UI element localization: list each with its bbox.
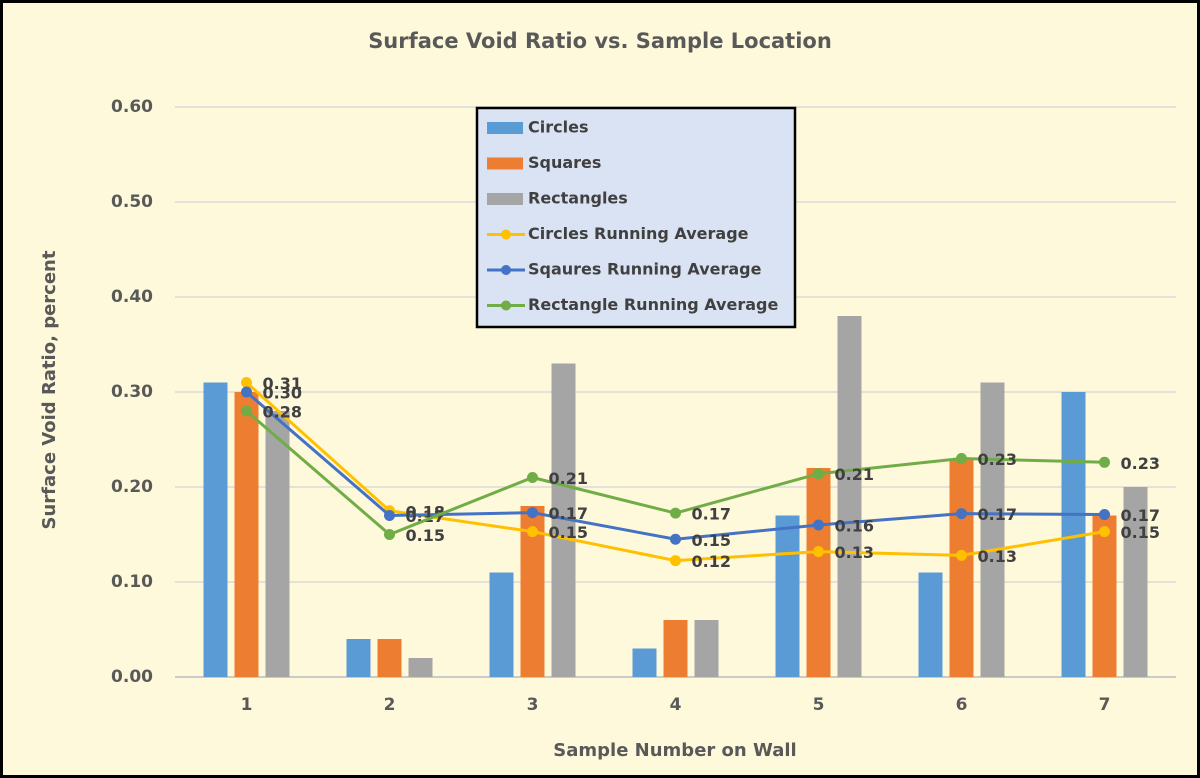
legend-swatch [487, 157, 523, 170]
x-tick-label: 4 [670, 695, 682, 715]
line-marker [384, 510, 395, 521]
line-marker [1099, 526, 1110, 538]
legend-swatch [501, 265, 511, 275]
bar [949, 458, 974, 677]
data-label: 0.17 [692, 505, 731, 524]
bar [632, 648, 657, 677]
data-label: 0.21 [549, 469, 588, 488]
x-tick-label: 5 [813, 695, 825, 715]
x-tick-label: 1 [241, 695, 253, 715]
bar [489, 572, 514, 677]
data-label: 0.15 [1121, 523, 1160, 542]
line-marker [527, 507, 538, 519]
line-marker [813, 468, 824, 480]
bars [203, 316, 1148, 677]
line-marker [527, 472, 538, 483]
x-tick-label: 2 [384, 695, 396, 715]
line-marker [241, 386, 252, 398]
line-marker [1099, 509, 1110, 521]
legend: Circles Squares Rectangles Circles Running … [475, 106, 797, 329]
bar [694, 620, 719, 677]
x-tick-label: 6 [956, 695, 968, 715]
bar [806, 468, 831, 677]
bar [1092, 515, 1117, 677]
x-tick-label: 3 [527, 695, 539, 715]
data-label: 0.13 [835, 543, 874, 562]
data-label: 0.15 [406, 526, 445, 545]
line-marker [956, 549, 967, 561]
line-marker [670, 507, 681, 519]
bar [346, 639, 371, 677]
bar [918, 572, 943, 677]
data-label: 0.17 [549, 504, 588, 523]
line-marker [956, 453, 967, 464]
legend-label: Squares [528, 153, 601, 172]
x-axis-label: Sample Number on Wall [553, 740, 796, 761]
line-marker [241, 377, 252, 388]
line-marker [384, 529, 395, 540]
data-label: 0.17 [1121, 506, 1160, 525]
line-marker [813, 519, 824, 531]
y-tick-label: 0.20 [111, 477, 153, 497]
bar [408, 658, 433, 677]
bar [663, 620, 688, 677]
bar [377, 639, 402, 677]
bar [203, 382, 228, 677]
y-tick-label: 0.10 [111, 572, 153, 592]
line-marker [956, 508, 967, 520]
line-marker [670, 533, 681, 545]
line-marker [1099, 456, 1110, 468]
y-tick-label: 0.50 [111, 192, 153, 212]
lines: 0.310.180.150.12 0.13 0.130.150.300.17 0.17… [241, 374, 1160, 571]
legend-label: Rectangles [528, 189, 628, 208]
legend-label: Circles Running Average [528, 224, 749, 243]
data-label: 0.15 [549, 523, 588, 542]
bar [1123, 487, 1148, 677]
line-marker [670, 555, 681, 567]
data-label: 0.28 [263, 403, 302, 422]
data-label: 0.17 [978, 505, 1017, 524]
legend-swatch [487, 193, 523, 205]
data-label: 0.31 [263, 374, 302, 393]
bar [775, 515, 800, 677]
line-marker [527, 526, 538, 538]
legend-box [475, 106, 797, 329]
data-label: 0.13 [978, 547, 1017, 566]
legend-swatch [487, 122, 523, 134]
y-axis-label: Surface Void Ratio, percent [39, 250, 60, 529]
data-label: 0.16 [835, 517, 874, 536]
legend-swatch [501, 229, 511, 240]
data-label: 0.17 [406, 507, 445, 526]
legend-label: Circles [528, 118, 588, 137]
y-tick-label: 0.00 [111, 667, 153, 687]
grid: 0.00 0.10 0.20 0.30 0.40 0.50 0.60 1 2 3 4 5 6 7 [111, 97, 1176, 715]
bar [980, 382, 1005, 677]
data-label: 0.23 [1121, 454, 1160, 473]
line-marker [813, 546, 824, 558]
legend-label: Sqaures Running Average [528, 260, 762, 279]
data-label: 0.12 [692, 552, 731, 571]
line-marker [241, 405, 252, 417]
y-tick-label: 0.40 [111, 287, 153, 307]
legend-label: Rectangle Running Average [528, 295, 778, 314]
y-tick-label: 0.60 [111, 97, 153, 117]
legend-swatch [501, 300, 511, 311]
y-tick-label: 0.30 [111, 382, 153, 402]
bar [837, 316, 862, 677]
data-label: 0.21 [835, 465, 874, 484]
data-label: 0.15 [692, 531, 731, 550]
bar [265, 411, 290, 677]
data-label: 0.30 [263, 384, 302, 403]
bar [234, 392, 259, 677]
data-label: 0.23 [978, 450, 1017, 469]
x-tick-label: 7 [1099, 695, 1111, 715]
chart-title: Surface Void Ratio vs. Sample Location [368, 29, 832, 53]
